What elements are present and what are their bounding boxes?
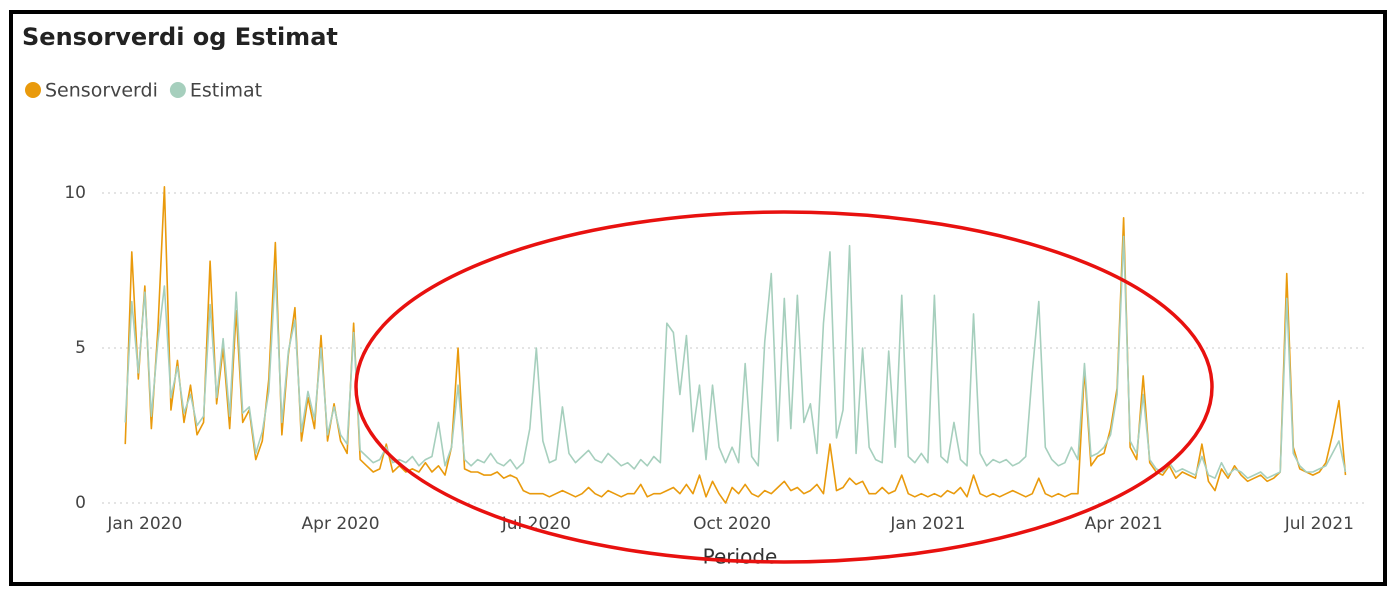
x-tick-label: Apr 2021 — [1085, 514, 1163, 534]
legend-marker — [169, 82, 186, 98]
x-tick-label: Jul 2021 — [1284, 514, 1354, 534]
chart-title: Sensorverdi og Estimat — [22, 23, 338, 51]
series-line — [124, 186, 1347, 504]
y-tick-label: 10 — [64, 183, 86, 203]
x-tick-label: Oct 2020 — [693, 514, 771, 534]
plot-area: 0 5 10 Jan 2020 Apr 2020 Jul 2020 Oct 2020 Jan … — [64, 183, 1366, 534]
x-tick-label: Apr 2020 — [302, 514, 380, 534]
x-tick-label: Jan 2021 — [889, 514, 965, 534]
y-tick-label: 0 — [75, 493, 86, 513]
x-tick-label: Jul 2020 — [501, 514, 571, 534]
y-tick-label: 5 — [75, 338, 86, 358]
legend-marker — [25, 82, 41, 98]
legend-label: Sensorverdi — [45, 80, 158, 102]
highlight-ellipse — [354, 210, 1214, 564]
legend-label: Estimat — [190, 80, 262, 102]
series-line — [124, 235, 1347, 479]
x-tick-label: Jan 2020 — [106, 514, 182, 534]
frame — [9, 10, 1387, 586]
legend: Sensorverdi Estimat — [25, 80, 262, 102]
x-axis-label: Periode — [703, 545, 778, 569]
